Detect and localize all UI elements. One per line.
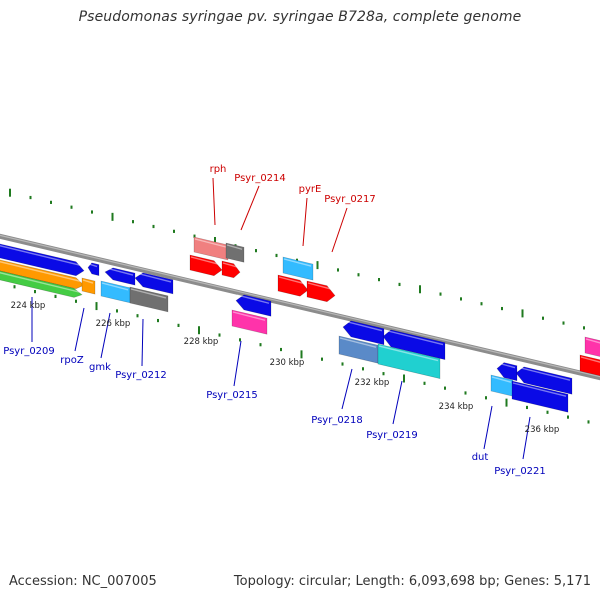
gene-red-a xyxy=(189,254,223,277)
gene-blue-forward-a xyxy=(0,243,85,277)
gene-label-forward: Psyr_0214 xyxy=(234,173,286,184)
gene-orange-small-sheen xyxy=(82,279,94,284)
scale-label: 232 kbp xyxy=(355,378,390,388)
gene-label-reverse: dut xyxy=(472,452,489,463)
gene-dut-small-sheen xyxy=(497,362,516,369)
gene-orange-small xyxy=(81,277,96,295)
gene-orange-strip-sheen xyxy=(0,261,83,283)
gene-rph xyxy=(193,236,229,261)
label-callouts xyxy=(31,177,531,460)
gene-red-edge xyxy=(579,354,600,377)
gene-label-reverse: Psyr_0218 xyxy=(311,415,363,426)
gene-rpoZ-small-sheen xyxy=(88,263,98,268)
callout-pyrE xyxy=(302,197,308,247)
gene-magenta xyxy=(231,309,268,335)
gene-blue-d-sheen xyxy=(343,320,383,332)
gene-red-c-sheen xyxy=(278,276,307,285)
scale-label: 230 kbp xyxy=(270,358,305,368)
gene-blue-d xyxy=(342,320,385,346)
gene-gray xyxy=(129,286,169,313)
gene-pyrE-sheen xyxy=(283,258,312,267)
gene-green-strip-sheen xyxy=(0,272,81,293)
gene-magenta-edge-sheen xyxy=(585,338,600,344)
gene-dut-small xyxy=(496,362,518,382)
genome-backbone xyxy=(0,233,600,381)
accession-text: Accession: NC_007005 xyxy=(9,574,157,589)
gene-red-b-sheen xyxy=(222,262,239,268)
gene-gmk-sheen xyxy=(105,267,134,276)
gene-magenta-sheen xyxy=(232,311,266,321)
gene-pyrE xyxy=(282,256,314,281)
gene-blue-f xyxy=(515,366,573,395)
gene-label-forward: pyrE xyxy=(299,184,322,195)
gene-green-strip xyxy=(0,270,83,298)
map-title: Pseudomonas syringae pv. syringae B728a,… xyxy=(78,9,522,25)
gene-psyr-0215-sheen xyxy=(236,294,270,304)
scale-label: 236 kbp xyxy=(525,425,560,435)
scale-label: 224 kbp xyxy=(11,301,46,311)
gene-rpoZ-small xyxy=(87,262,100,276)
callout-dut xyxy=(483,405,493,450)
gene-red-c xyxy=(277,274,309,297)
genome-backbone-highlight xyxy=(0,234,600,378)
gene-label-forward: rph xyxy=(210,164,227,175)
gene-label-forward: Psyr_0217 xyxy=(324,194,376,205)
callout-psyr-0217 xyxy=(331,207,348,253)
scale-label: 226 kbp xyxy=(96,319,131,329)
gene-label-reverse: Psyr_0215 xyxy=(206,390,258,401)
gene-label-reverse: Psyr_0219 xyxy=(366,430,418,441)
gene-magenta-edge xyxy=(584,336,600,357)
gene-gmk xyxy=(104,267,136,286)
gene-psyr-0219-sheen xyxy=(378,345,439,362)
gene-psyr-0217 xyxy=(306,280,336,303)
gene-label-reverse: Psyr_0212 xyxy=(115,370,167,381)
callout-psyr-0214 xyxy=(240,185,260,231)
gene-rph-sheen xyxy=(194,238,227,248)
gene-psyr-0215 xyxy=(235,294,272,317)
gene-cyan-sheen xyxy=(101,282,129,291)
scale-label: 228 kbp xyxy=(184,337,219,347)
gene-psyr-0221 xyxy=(511,380,569,413)
callout-psyr-0221 xyxy=(522,416,531,460)
inner-tick-marks xyxy=(13,285,590,424)
gene-features xyxy=(0,236,600,413)
gene-red-edge-sheen xyxy=(580,356,600,363)
gene-blue-c-sheen xyxy=(135,272,172,283)
gene-red-b xyxy=(221,260,241,279)
gene-blue-e xyxy=(382,329,446,360)
callout-psyr-0215 xyxy=(233,340,242,387)
gene-psyr-0219 xyxy=(377,343,441,379)
scale-label: 234 kbp xyxy=(439,402,474,412)
gene-red-a-sheen xyxy=(190,256,221,266)
callout-rpoZ xyxy=(74,307,85,352)
gene-psyr-0214-sheen xyxy=(226,244,243,250)
gene-gray-sheen xyxy=(130,288,167,299)
callout-psyr-0219 xyxy=(392,380,403,425)
gene-dut-sheen xyxy=(491,376,512,383)
callout-gmk xyxy=(100,312,111,359)
gene-psyr-0218-sheen xyxy=(339,337,377,348)
gene-label-reverse: gmk xyxy=(89,362,111,373)
gene-blue-c xyxy=(134,272,174,295)
gene-psyr-0214 xyxy=(225,242,245,263)
scale-labels: 224 kbp 226 kbp 228 kbp 230 kbp 232 kbp 234 k… xyxy=(11,301,560,435)
gene-blue-forward-a-sheen xyxy=(0,245,83,267)
gene-psyr-0221-sheen xyxy=(512,382,567,397)
gene-blue-e-sheen xyxy=(383,329,444,346)
gene-label-reverse: Psyr_0221 xyxy=(494,466,546,477)
gene-orange-strip xyxy=(0,259,85,290)
gene-psyr-0217-sheen xyxy=(307,282,334,291)
callout-psyr-0212 xyxy=(141,318,144,367)
gene-label-reverse: Psyr_0209 xyxy=(3,346,55,357)
genome-stats-text: Topology: circular; Length: 6,093,698 bp… xyxy=(233,574,591,589)
callout-rph xyxy=(212,177,216,226)
gene-label-reverse: rpoZ xyxy=(60,355,84,366)
callout-psyr-0218 xyxy=(341,368,353,410)
gene-blue-f-sheen xyxy=(516,366,571,381)
